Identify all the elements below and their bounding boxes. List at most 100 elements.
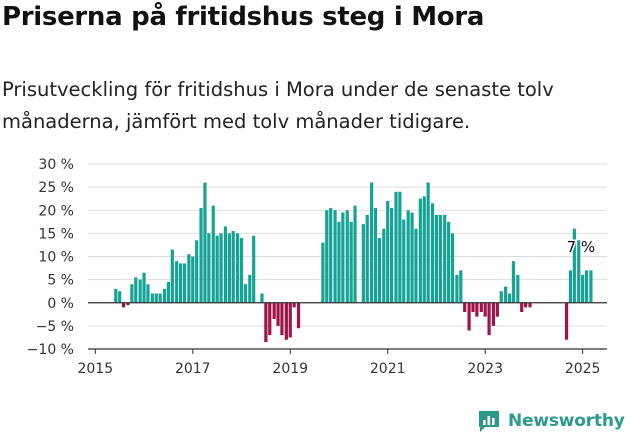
bar [207, 233, 211, 303]
chart-subtitle: Prisutveckling för fritidshus i Mora und… [2, 78, 554, 133]
x-tick-label: 2019 [272, 361, 308, 377]
bar [507, 293, 512, 303]
bar [236, 233, 240, 303]
bar [581, 275, 585, 303]
bar [239, 238, 244, 303]
bar [264, 302, 268, 343]
bar [211, 205, 215, 303]
bar [373, 207, 378, 303]
y-tick-label: 5 % [47, 273, 74, 289]
bar [499, 291, 503, 303]
bar [219, 233, 223, 303]
bar [288, 302, 292, 338]
bar [337, 221, 341, 303]
bar [568, 270, 573, 303]
bar [231, 231, 235, 303]
bar [126, 302, 130, 306]
bar [390, 207, 394, 303]
bar [162, 288, 167, 303]
bar [361, 224, 365, 303]
bar [280, 302, 284, 336]
bar [130, 284, 134, 303]
bar [589, 270, 593, 303]
bar [223, 226, 228, 303]
bar [191, 256, 195, 303]
bar [495, 302, 499, 317]
bar [434, 214, 439, 303]
bar [276, 302, 280, 326]
bar [329, 207, 333, 303]
bar [394, 191, 398, 303]
bar [487, 302, 491, 336]
y-tick-label: 10 % [38, 250, 74, 266]
bar [292, 302, 296, 308]
bar [227, 233, 231, 303]
bar [438, 214, 442, 303]
y-tick-label: 30 % [38, 157, 74, 173]
y-tick-label: 15 % [38, 226, 74, 242]
y-tick-label: 25 % [38, 180, 74, 196]
bar [584, 270, 589, 303]
bar-series [114, 182, 593, 343]
bar [443, 214, 447, 303]
bar [430, 203, 435, 303]
x-tick-label: 2021 [370, 361, 406, 377]
bar [520, 302, 524, 312]
bar [471, 302, 475, 312]
bar [577, 240, 581, 303]
bar [182, 263, 187, 303]
bar [134, 277, 138, 303]
bar [349, 221, 353, 303]
bar [284, 302, 288, 340]
brand-name: Newsworthy [508, 411, 625, 431]
bar [248, 275, 252, 303]
y-axis-tick-labels: −10 % −5 % 0 % 5 % 10 % 15 % 20 % 25 % 30 % [27, 157, 74, 358]
bar [170, 249, 174, 303]
bar [321, 242, 325, 303]
bar [418, 198, 422, 303]
bar [528, 302, 532, 308]
bar [158, 293, 162, 303]
bar [138, 279, 142, 303]
bar [150, 293, 154, 303]
bar [146, 284, 150, 303]
bar [199, 207, 203, 303]
newsworthy-brand: Newsworthy [476, 408, 625, 434]
bar [463, 302, 467, 312]
page-title: Priserna på fritidshus steg i Mora [2, 2, 485, 32]
y-tick-label: −5 % [36, 319, 74, 335]
newsworthy-logo-icon [479, 411, 499, 432]
bar [504, 286, 508, 303]
bar [516, 275, 520, 303]
bar [491, 302, 496, 326]
bar [406, 210, 410, 303]
y-tick-label: 0 % [47, 296, 74, 312]
bar [402, 219, 406, 303]
bar [524, 302, 528, 308]
bar [422, 196, 426, 303]
bar [260, 293, 264, 303]
bar [511, 261, 516, 303]
bar [398, 191, 402, 303]
y-tick-label: 20 % [38, 203, 74, 219]
bar [386, 201, 390, 303]
bar [455, 275, 459, 303]
bar [142, 272, 146, 303]
bar [195, 240, 199, 303]
bar [341, 212, 345, 303]
bar [475, 302, 479, 317]
x-axis-ticks: 2015 2017 2019 2021 2023 2025 [77, 349, 600, 377]
bar [410, 212, 414, 303]
x-tick-label: 2015 [77, 361, 113, 377]
bar [215, 235, 219, 303]
bar [187, 254, 191, 303]
bar [426, 182, 430, 303]
x-tick-label: 2025 [565, 361, 601, 377]
bar [467, 302, 471, 331]
bar [154, 293, 158, 303]
bar [447, 221, 451, 303]
bar [377, 238, 382, 303]
bar [564, 302, 569, 340]
bar [243, 284, 248, 303]
